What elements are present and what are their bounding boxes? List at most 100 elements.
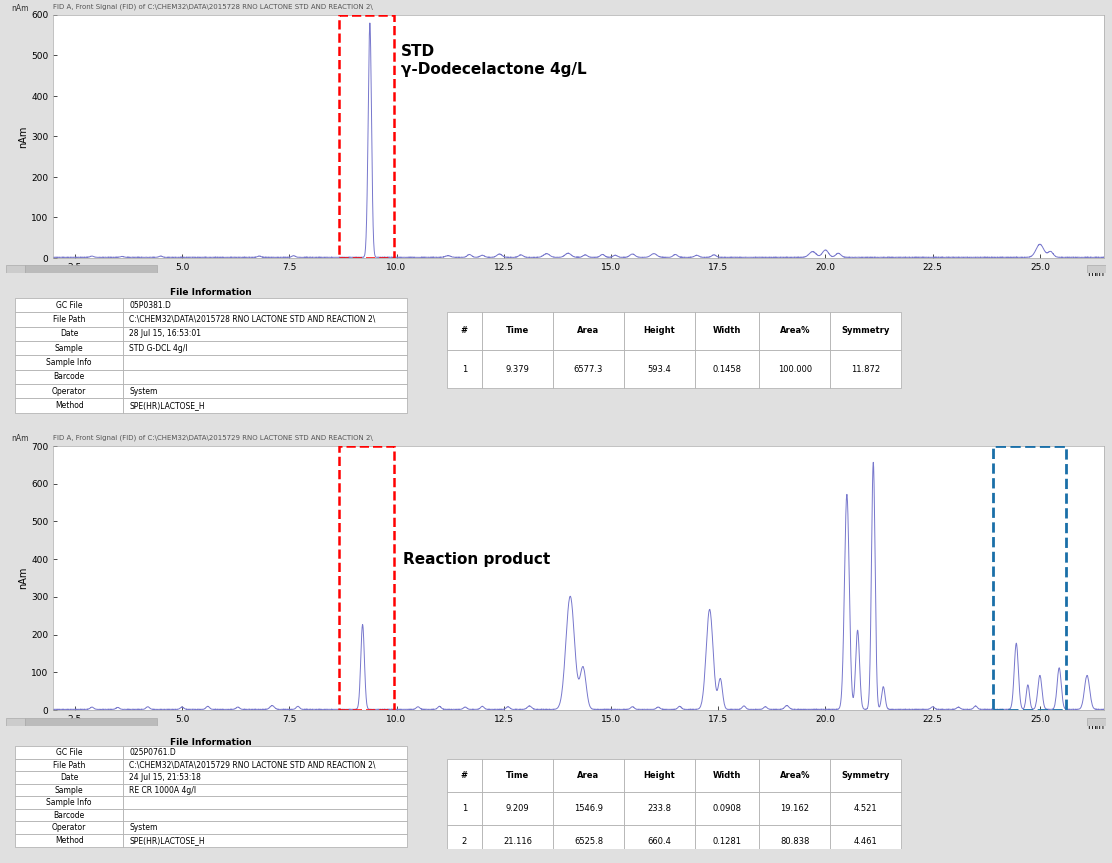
Bar	[16, 834, 123, 847]
Bar	[16, 298, 123, 312]
Bar	[695, 350, 759, 388]
Text: 9.209: 9.209	[506, 804, 529, 813]
Bar	[16, 746, 123, 759]
Text: Sample: Sample	[54, 785, 83, 795]
Bar	[338, 16, 395, 257]
Bar	[123, 356, 407, 369]
Bar	[16, 356, 123, 369]
Text: File Path: File Path	[53, 760, 86, 770]
Text: 05P0381.D: 05P0381.D	[129, 300, 171, 310]
Bar	[553, 759, 624, 791]
Text: STD
γ-Dodecelactone 4g/L: STD γ-Dodecelactone 4g/L	[400, 44, 586, 77]
Bar	[123, 784, 407, 797]
Bar	[483, 791, 553, 825]
Bar	[553, 350, 624, 388]
Bar	[759, 759, 831, 791]
Bar	[123, 326, 407, 341]
Text: 80.838: 80.838	[781, 837, 810, 846]
Bar	[6, 265, 26, 273]
Bar	[123, 298, 407, 312]
Text: Width: Width	[713, 326, 742, 336]
Text: 4.461: 4.461	[854, 837, 877, 846]
Bar	[26, 718, 158, 726]
Text: #: #	[460, 326, 468, 336]
Text: Area: Area	[577, 326, 599, 336]
Text: STD G-DCL 4g/l: STD G-DCL 4g/l	[129, 343, 188, 353]
Bar	[553, 312, 624, 350]
Text: Sample Info: Sample Info	[47, 798, 92, 807]
Bar	[624, 350, 695, 388]
Bar	[123, 797, 407, 809]
Text: 21.116: 21.116	[503, 837, 532, 846]
Text: File Path: File Path	[53, 315, 86, 324]
Text: 0.1458: 0.1458	[713, 364, 742, 374]
Text: 0.0908: 0.0908	[713, 804, 742, 813]
Text: 9.379: 9.379	[506, 364, 529, 374]
Text: 2: 2	[461, 837, 467, 846]
Text: Method: Method	[54, 835, 83, 845]
Text: 6525.8: 6525.8	[574, 837, 603, 846]
Bar	[447, 350, 483, 388]
Text: 19.162: 19.162	[781, 804, 810, 813]
Text: Symmetry: Symmetry	[842, 771, 890, 779]
Bar	[831, 791, 901, 825]
Text: GC File: GC File	[56, 300, 82, 310]
Bar	[123, 312, 407, 326]
Text: 1: 1	[461, 364, 467, 374]
Text: C:\CHEM32\DATA\2015729 RNO LACTONE STD AND REACTION 2\: C:\CHEM32\DATA\2015729 RNO LACTONE STD A…	[129, 760, 376, 770]
Text: Operator: Operator	[52, 387, 87, 395]
Bar	[123, 809, 407, 822]
Text: Width: Width	[713, 771, 742, 779]
Bar	[16, 809, 123, 822]
Bar	[123, 759, 407, 772]
Bar	[695, 825, 759, 858]
Bar	[759, 312, 831, 350]
Text: FID A, Front Signal (FID) of C:\CHEM32\DATA\2015729 RNO LACTONE STD AND REACTION: FID A, Front Signal (FID) of C:\CHEM32\D…	[53, 434, 374, 441]
Text: File Information: File Information	[170, 288, 252, 298]
Text: 6577.3: 6577.3	[574, 364, 603, 374]
Bar	[16, 759, 123, 772]
Text: Method: Method	[54, 400, 83, 410]
Bar	[624, 825, 695, 858]
Bar	[831, 759, 901, 791]
Text: Time: Time	[506, 326, 529, 336]
Bar	[338, 446, 395, 709]
Bar	[123, 369, 407, 384]
Bar	[16, 772, 123, 784]
Text: Time: Time	[506, 771, 529, 779]
Bar	[447, 791, 483, 825]
Bar	[6, 718, 26, 726]
Bar	[483, 825, 553, 858]
Bar	[16, 797, 123, 809]
Bar	[1086, 718, 1106, 726]
Text: System: System	[129, 387, 158, 395]
Text: SPE(HR)LACTOSE_H: SPE(HR)LACTOSE_H	[129, 400, 205, 410]
Bar	[447, 759, 483, 791]
Text: Sample: Sample	[54, 343, 83, 353]
Text: nAm: nAm	[11, 3, 29, 13]
Text: Date: Date	[60, 773, 78, 782]
Bar	[759, 791, 831, 825]
Bar	[831, 825, 901, 858]
Bar	[16, 312, 123, 326]
Bar	[695, 791, 759, 825]
Bar	[483, 312, 553, 350]
Text: 4.521: 4.521	[854, 804, 877, 813]
Bar	[624, 312, 695, 350]
Text: Operator: Operator	[52, 823, 87, 832]
Text: Date: Date	[60, 330, 78, 338]
Text: GC File: GC File	[56, 748, 82, 757]
Text: 025P0761.D: 025P0761.D	[129, 748, 176, 757]
Text: min: min	[1088, 721, 1104, 731]
Text: Area%: Area%	[780, 771, 811, 779]
Text: File Information: File Information	[170, 738, 252, 746]
Text: Sample Info: Sample Info	[47, 358, 92, 367]
Bar	[1086, 265, 1106, 273]
Bar	[759, 825, 831, 858]
Bar	[123, 772, 407, 784]
Text: 1546.9: 1546.9	[574, 804, 603, 813]
Bar	[123, 834, 407, 847]
Text: Height: Height	[644, 771, 675, 779]
Bar	[624, 759, 695, 791]
Bar	[123, 822, 407, 834]
